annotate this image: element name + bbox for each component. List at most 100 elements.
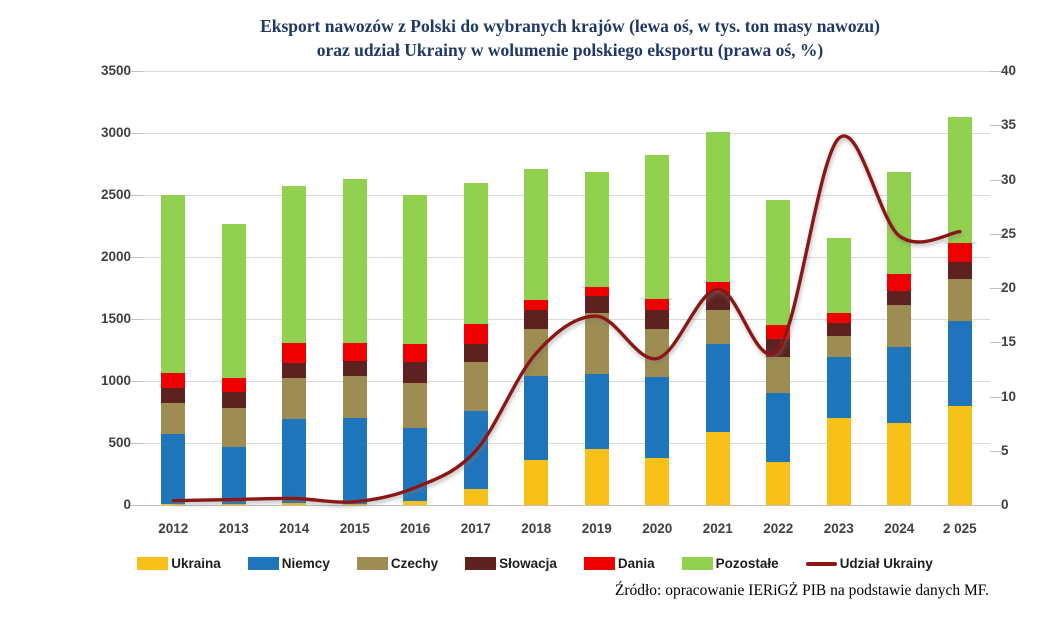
bar-segment-s-owacja xyxy=(947,261,972,280)
axis-tick xyxy=(131,443,143,444)
legend-label-dania: Dania xyxy=(617,556,655,571)
source-note: Źródło: opracowanie IERiGŻ PIB na podsta… xyxy=(614,582,989,599)
bar-segment-dania xyxy=(645,298,670,311)
bar-segment-ukraina xyxy=(887,422,912,505)
bar-segment-dania xyxy=(342,342,367,362)
right-axis-label-40: 40 xyxy=(1001,63,1017,78)
x-axis-label-2023: 2023 xyxy=(823,521,854,536)
axis-tick xyxy=(990,71,1002,72)
legend-item-ukraina: Ukraina xyxy=(137,556,221,571)
x-axis-label-2015: 2015 xyxy=(339,521,370,536)
bar-segment-pozosta-e xyxy=(463,182,488,324)
bar-segment-dania xyxy=(705,281,730,292)
bar-segment-niemcy xyxy=(221,446,246,504)
bar-2017 xyxy=(463,71,488,505)
legend-swatch-s-owacja xyxy=(465,557,497,570)
bar-2020 xyxy=(645,71,670,505)
axis-tick xyxy=(131,381,143,382)
bar-segment-ukraina xyxy=(524,459,549,505)
legend-label-udzia-ukrainy: Udział Ukrainy xyxy=(839,556,933,571)
left-axis-label-1500: 1500 xyxy=(100,311,131,326)
bar-segment-pozosta-e xyxy=(524,168,549,301)
bar-segment-dania xyxy=(947,243,972,262)
chart-title-line1: Eksport nawozów z Polski do wybranych kr… xyxy=(260,16,880,36)
axis-tick xyxy=(131,195,143,196)
gridline-2500 xyxy=(143,195,990,196)
bar-segment-s-owacja xyxy=(463,343,488,363)
gridline-0 xyxy=(143,505,990,506)
bar-segment-s-owacja xyxy=(524,310,549,329)
legend-label-czechy: Czechy xyxy=(390,556,439,571)
bar-segment-ukraina xyxy=(645,457,670,505)
bar-segment-dania xyxy=(887,274,912,292)
x-axis-label-2013: 2013 xyxy=(218,521,249,536)
left-axis-label-1000: 1000 xyxy=(100,373,131,388)
x-axis-label-2-025: 2 025 xyxy=(942,521,977,536)
bar-segment-ukraina xyxy=(947,406,972,505)
left-axis-label-500: 500 xyxy=(108,435,131,450)
axis-tick xyxy=(990,180,1002,181)
right-axis-label-25: 25 xyxy=(1001,226,1017,241)
bar-segment-czechy xyxy=(161,402,186,435)
bar-2012 xyxy=(161,71,186,505)
bar-segment-czechy xyxy=(282,377,307,419)
right-axis-label-5: 5 xyxy=(1001,443,1009,458)
bar-segment-pozosta-e xyxy=(342,178,367,343)
bar-2014 xyxy=(282,71,307,505)
right-axis-label-30: 30 xyxy=(1001,172,1017,187)
bar-segment-pozosta-e xyxy=(705,131,730,282)
axis-tick xyxy=(990,451,1002,452)
legend-item-udzia-ukrainy: Udział Ukrainy xyxy=(805,556,933,571)
axis-tick xyxy=(131,133,143,134)
bar-segment-czechy xyxy=(705,310,730,344)
plot-area xyxy=(143,71,990,506)
bar-segment-ukraina xyxy=(282,503,307,505)
bar-segment-dania xyxy=(161,372,186,388)
gridline-1000 xyxy=(143,381,990,382)
bar-segment-czechy xyxy=(766,357,791,393)
line-layer xyxy=(171,134,962,504)
bar-2019 xyxy=(584,71,609,505)
axis-tick xyxy=(131,71,143,72)
left-axis-label-2000: 2000 xyxy=(100,249,131,264)
bar-segment-pozosta-e xyxy=(826,238,851,314)
bar-segment-s-owacja xyxy=(403,362,428,383)
bar-segment-niemcy xyxy=(947,320,972,407)
bar-segment-dania xyxy=(463,323,488,344)
right-axis-label-10: 10 xyxy=(1001,389,1017,404)
x-axis-label-2020: 2020 xyxy=(642,521,673,536)
x-axis-label-2024: 2024 xyxy=(884,521,915,536)
bar-segment-ukraina xyxy=(463,488,488,505)
bar-segment-niemcy xyxy=(161,434,186,504)
right-axis-label-15: 15 xyxy=(1001,334,1017,349)
bar-segment-s-owacja xyxy=(645,310,670,329)
x-axis-label-2021: 2021 xyxy=(702,521,733,536)
bar-segment-pozosta-e xyxy=(282,186,307,343)
bar-segment-czechy xyxy=(221,407,246,447)
x-axis-label-2018: 2018 xyxy=(521,521,552,536)
bar-segment-czechy xyxy=(403,382,428,429)
bar-segment-niemcy xyxy=(766,392,791,462)
bar-segment-pozosta-e xyxy=(645,155,670,299)
gridline-3000 xyxy=(143,133,990,134)
x-axis-label-2019: 2019 xyxy=(581,521,612,536)
right-axis-label-20: 20 xyxy=(1001,280,1017,295)
bar-segment-s-owacja xyxy=(826,322,851,336)
x-axis-label-2012: 2012 xyxy=(158,521,189,536)
right-axis-label-0: 0 xyxy=(1001,497,1009,512)
axis-tick xyxy=(131,319,143,320)
legend-item-dania: Dania xyxy=(583,556,655,571)
x-axis-label-2016: 2016 xyxy=(400,521,431,536)
bar-2015 xyxy=(342,71,367,505)
x-axis-label-2014: 2014 xyxy=(279,521,310,536)
bar-segment-czechy xyxy=(826,335,851,358)
bar-segment-ukraina xyxy=(161,503,186,505)
legend-label-ukraina: Ukraina xyxy=(171,556,221,571)
left-axis-label-3500: 3500 xyxy=(100,63,131,78)
bar-segment-ukraina xyxy=(342,503,367,505)
bar-segment-s-owacja xyxy=(221,391,246,408)
legend-label-s-owacja: Słowacja xyxy=(499,556,557,571)
bar-segment-dania xyxy=(403,343,428,363)
bar-segment-czechy xyxy=(887,304,912,347)
axis-tick xyxy=(990,342,1002,343)
